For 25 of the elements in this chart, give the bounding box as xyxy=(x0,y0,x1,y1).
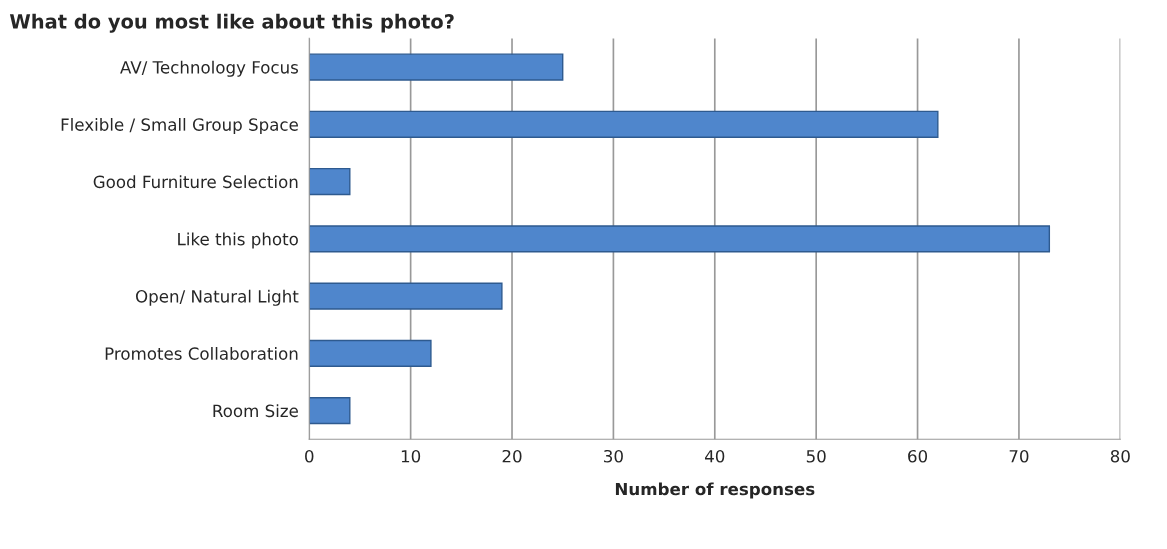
x-tick-label: 30 xyxy=(604,449,623,463)
y-tick-label: Good Furniture Selection xyxy=(93,175,298,189)
y-tick-label: Room Size xyxy=(213,404,298,418)
x-tick-label: 60 xyxy=(908,449,928,463)
bar xyxy=(309,225,1051,253)
x-tick-label: 0 xyxy=(305,449,314,463)
x-tick-label: 70 xyxy=(1009,449,1029,463)
x-tick-label: 80 xyxy=(1110,449,1130,463)
bar xyxy=(309,53,564,81)
x-tick-label: 20 xyxy=(502,449,522,463)
y-tick-label: AV/ Technology Focus xyxy=(120,60,299,77)
x-tick-label: 10 xyxy=(401,449,421,463)
x-axis-title: Number of responses xyxy=(615,482,815,499)
x-tick-label: 40 xyxy=(705,449,725,463)
y-tick-label: Like this photo xyxy=(178,232,298,249)
x-tick-label: 50 xyxy=(806,449,826,463)
y-tick-label: Open/ Natural Light xyxy=(135,289,299,306)
chart-title: What do you most like about this photo? xyxy=(9,13,454,33)
bar xyxy=(309,282,503,310)
bar xyxy=(309,167,351,196)
y-tick-label: Promotes Collaboration xyxy=(105,346,298,360)
bar xyxy=(309,110,939,138)
y-tick-label: Flexible / Small Group Space xyxy=(61,117,298,135)
bar xyxy=(309,339,432,367)
bar xyxy=(309,396,351,425)
